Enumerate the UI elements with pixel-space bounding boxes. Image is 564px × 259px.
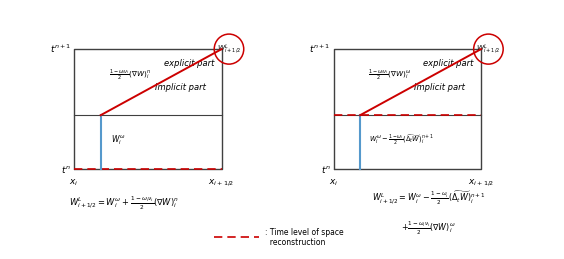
Text: $\frac{1-\omega_i\nu_i}{2}(\nabla W)^\omega_i$: $\frac{1-\omega_i\nu_i}{2}(\nabla W)^\om… [368, 68, 411, 83]
Text: $W^L_{i+1/2}$: $W^L_{i+1/2}$ [217, 42, 241, 56]
Text: $\frac{1-\omega_i\nu_i}{2}(\nabla W)^n_i$: $\frac{1-\omega_i\nu_i}{2}(\nabla W)^n_i… [109, 68, 151, 83]
Text: explicit part: explicit part [164, 59, 214, 68]
Text: $W^L_{i+1/2} = W^\omega_i + \frac{1-\omega_i\nu_i}{2}(\nabla W)^n_i$: $W^L_{i+1/2} = W^\omega_i + \frac{1-\ome… [69, 194, 179, 212]
Text: $t^{n+1}$: $t^{n+1}$ [309, 43, 331, 55]
Text: Implicit part: Implicit part [155, 83, 206, 92]
Text: $W^\omega_i$: $W^\omega_i$ [111, 134, 126, 147]
Text: $x_{i+1/2}$: $x_{i+1/2}$ [209, 178, 235, 189]
Text: $+ \frac{1-\omega_i\nu_i}{2}(\nabla W)^\omega_i$: $+ \frac{1-\omega_i\nu_i}{2}(\nabla W)^\… [402, 219, 456, 237]
Text: $t^{n+1}$: $t^{n+1}$ [50, 43, 71, 55]
Text: $t^n$: $t^n$ [61, 164, 71, 175]
Text: $x_i$: $x_i$ [329, 178, 338, 188]
Text: $x_i$: $x_i$ [69, 178, 79, 188]
Text: Implicit part: Implicit part [415, 83, 465, 92]
Text: : Time level of space
  reconstruction: : Time level of space reconstruction [265, 228, 343, 247]
Text: $x_{i+1/2}$: $x_{i+1/2}$ [468, 178, 494, 189]
Text: $W^L_{i+1/2}$: $W^L_{i+1/2}$ [477, 42, 500, 56]
Text: $W^\omega_i - \frac{1-\omega_i}{2}(\widetilde{\Delta_t W})^{n+1}_i$: $W^\omega_i - \frac{1-\omega_i}{2}(\wide… [369, 132, 434, 147]
Text: explicit part: explicit part [424, 59, 474, 68]
Text: $W^L_{i+1/2} = W^\omega_i - \frac{1-\omega_i}{2}(\widetilde{\Delta_t W})^{n+1}_i: $W^L_{i+1/2} = W^\omega_i - \frac{1-\ome… [372, 190, 486, 207]
Text: $t^n$: $t^n$ [321, 164, 331, 175]
